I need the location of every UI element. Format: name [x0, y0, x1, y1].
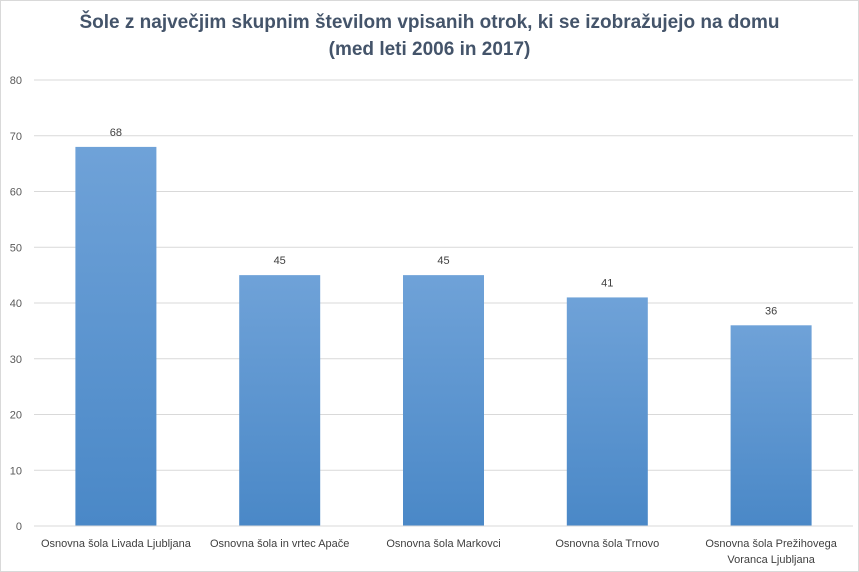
- data-label: 41: [601, 277, 613, 289]
- y-tick-label: 40: [10, 298, 22, 310]
- bar: [730, 325, 812, 526]
- category-label: Osnovna šola in vrtec Apače: [210, 538, 349, 550]
- data-label: 36: [765, 305, 777, 317]
- category-label: Osnovna šola Trnovo: [555, 538, 659, 550]
- data-label: 45: [437, 255, 449, 267]
- chart-title-line-1: Šole z največjim skupnim številom vpisan…: [79, 12, 780, 33]
- y-tick-label: 70: [10, 131, 22, 143]
- category-label: Voranca Ljubljana: [727, 554, 815, 566]
- y-tick-label: 0: [16, 521, 22, 533]
- y-tick-label: 80: [10, 75, 22, 87]
- bar: [239, 275, 321, 526]
- chart-title: Šole z največjim skupnim številom vpisan…: [1, 9, 858, 63]
- category-label: Osnovna šola Markovci: [386, 538, 500, 550]
- bar: [566, 297, 648, 526]
- bar: [403, 275, 484, 526]
- y-tick-label: 20: [10, 410, 22, 422]
- y-tick-label: 50: [10, 242, 22, 254]
- category-label: Osnovna šola Prežihovega: [705, 538, 837, 550]
- y-tick-label: 60: [10, 187, 22, 199]
- data-label: 68: [110, 127, 122, 139]
- category-label: Osnovna šola Livada Ljubljana: [41, 538, 192, 550]
- y-tick-label: 10: [10, 465, 22, 477]
- chart-title-line-2: (med leti 2006 in 2017): [328, 39, 531, 60]
- y-tick-label: 30: [10, 354, 22, 366]
- bar: [75, 146, 157, 526]
- data-label: 45: [274, 255, 286, 267]
